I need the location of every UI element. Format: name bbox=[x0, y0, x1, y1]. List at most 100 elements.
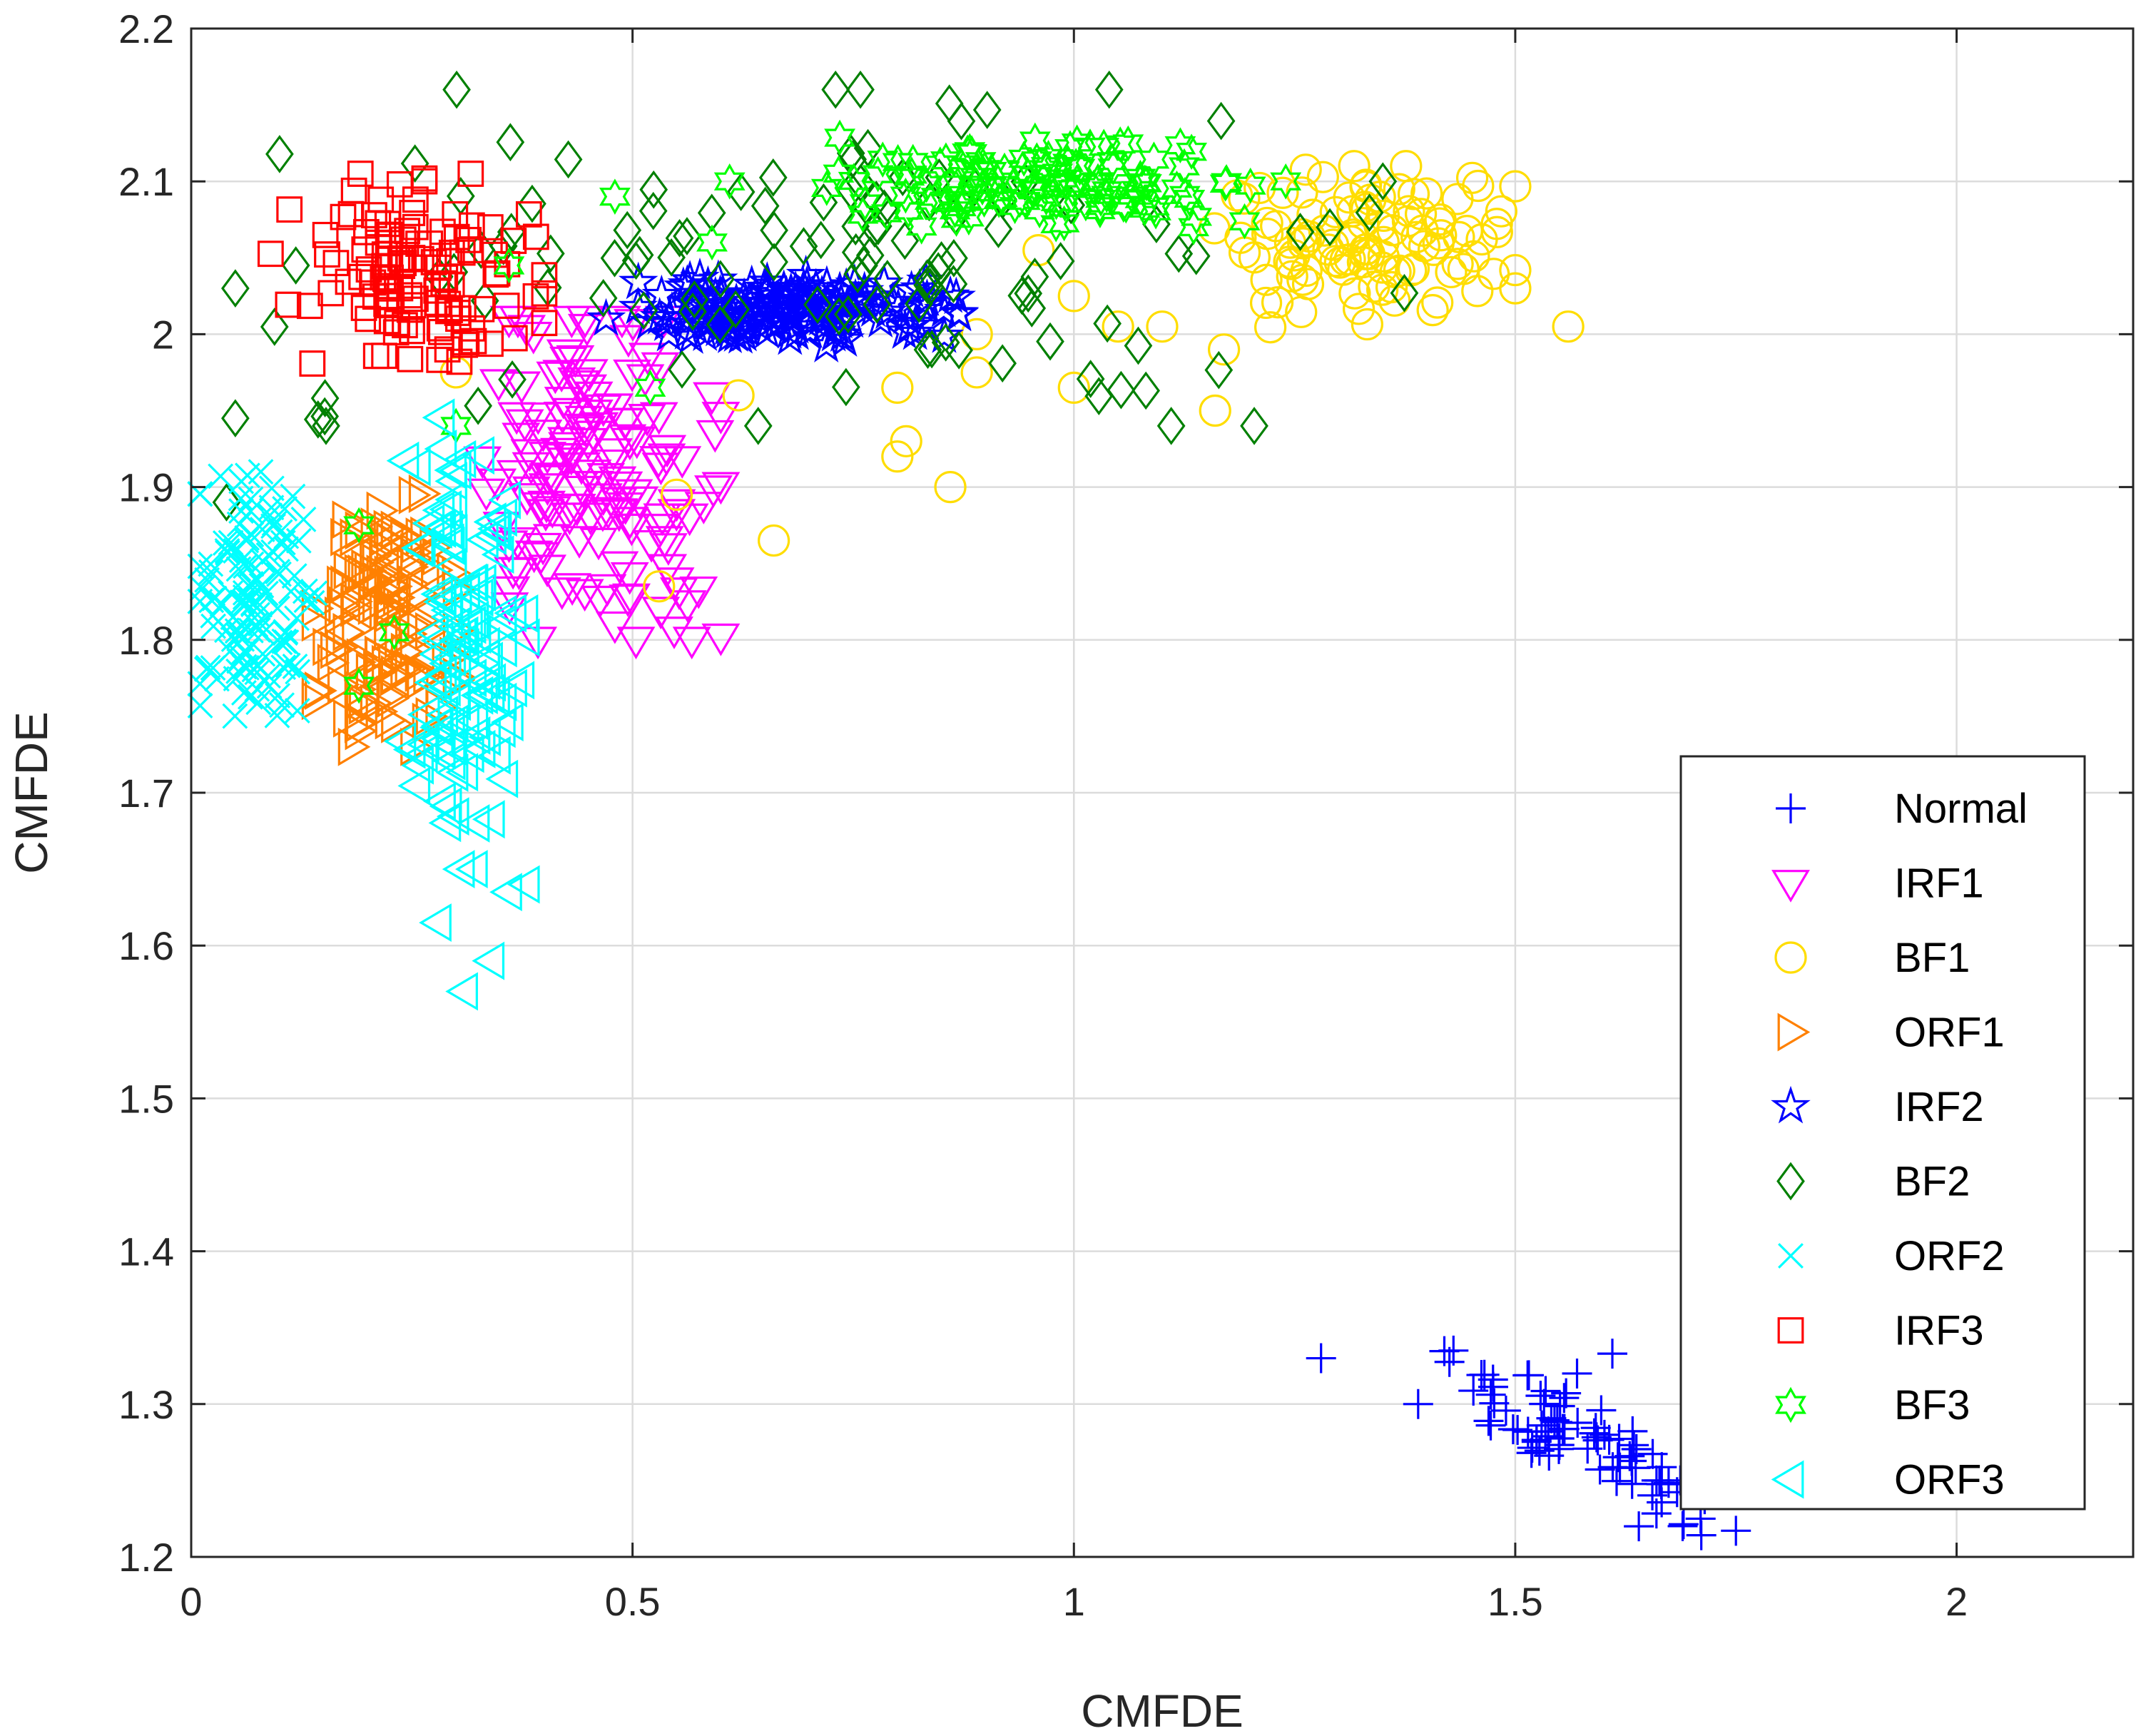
data-point bbox=[1552, 310, 1585, 343]
data-point bbox=[713, 163, 746, 200]
data-point bbox=[189, 575, 215, 601]
data-point bbox=[479, 369, 518, 402]
data-point bbox=[1624, 1511, 1654, 1542]
data-point bbox=[532, 524, 571, 557]
data-point bbox=[639, 446, 678, 479]
data-point bbox=[546, 339, 585, 372]
data-point bbox=[890, 177, 922, 214]
data-point bbox=[477, 509, 510, 549]
data-point bbox=[351, 236, 378, 263]
data-point bbox=[594, 438, 633, 471]
data-point bbox=[522, 223, 549, 250]
data-point bbox=[515, 201, 542, 228]
data-point bbox=[342, 609, 375, 649]
data-point bbox=[595, 611, 634, 644]
data-point bbox=[1291, 268, 1325, 300]
data-point bbox=[350, 295, 377, 321]
data-point bbox=[1024, 192, 1055, 229]
data-point bbox=[270, 654, 297, 681]
data-point bbox=[905, 208, 937, 245]
x-tick-label: 1.5 bbox=[1487, 1579, 1543, 1624]
data-point bbox=[1586, 1395, 1617, 1426]
legend-entry-normal: Normal bbox=[1776, 786, 2028, 832]
data-point bbox=[684, 492, 723, 524]
y-tick-label: 1.6 bbox=[118, 923, 174, 968]
data-point bbox=[1052, 144, 1084, 181]
data-point bbox=[533, 465, 572, 498]
data-point bbox=[324, 596, 357, 635]
legend-entry-bf2: BF2 bbox=[1776, 1159, 1970, 1205]
data-point bbox=[1124, 326, 1153, 365]
data-point bbox=[916, 268, 945, 306]
data-point bbox=[620, 486, 659, 519]
data-point bbox=[627, 404, 666, 437]
data-point bbox=[1040, 183, 1072, 220]
data-point bbox=[574, 381, 614, 415]
data-point bbox=[478, 736, 511, 775]
data-point bbox=[267, 629, 293, 656]
data-point bbox=[278, 578, 304, 604]
data-point bbox=[657, 489, 696, 522]
data-point bbox=[1092, 172, 1123, 209]
data-point bbox=[507, 315, 546, 348]
data-point bbox=[310, 379, 340, 417]
data-point bbox=[613, 210, 642, 250]
data-point bbox=[1276, 260, 1308, 293]
data-point bbox=[552, 305, 591, 339]
data-point bbox=[378, 614, 410, 651]
data-point bbox=[1443, 220, 1475, 253]
data-point bbox=[518, 184, 546, 223]
data-point bbox=[1499, 272, 1532, 305]
data-point bbox=[423, 509, 457, 548]
legend-entry-bf3: BF3 bbox=[1775, 1382, 1970, 1428]
data-point bbox=[716, 302, 756, 340]
legend-marker bbox=[1774, 941, 1807, 974]
data-point bbox=[477, 330, 504, 357]
data-point bbox=[360, 684, 393, 723]
data-point bbox=[366, 554, 400, 594]
x-axis-label: CMFDE bbox=[1081, 1685, 1244, 1736]
data-point bbox=[497, 402, 536, 435]
data-point bbox=[340, 177, 367, 204]
data-point bbox=[429, 218, 456, 245]
x-tick-label: 0 bbox=[180, 1579, 202, 1624]
data-point bbox=[457, 161, 484, 187]
data-point bbox=[361, 202, 387, 228]
legend-label: ORF3 bbox=[1894, 1457, 2005, 1503]
y-tick-label: 2.2 bbox=[118, 6, 174, 51]
data-point bbox=[589, 279, 618, 318]
data-point bbox=[489, 305, 529, 339]
data-point bbox=[1408, 230, 1440, 263]
data-point bbox=[1336, 195, 1369, 228]
legend-label: IRF1 bbox=[1894, 861, 1984, 907]
data-point bbox=[1562, 1358, 1592, 1389]
data-point bbox=[862, 156, 894, 193]
data-point bbox=[1534, 1441, 1565, 1471]
data-point bbox=[443, 223, 470, 250]
data-point bbox=[1549, 1413, 1580, 1444]
data-point bbox=[481, 535, 514, 574]
data-point bbox=[890, 425, 922, 457]
data-point bbox=[1383, 254, 1415, 287]
data-point bbox=[500, 228, 527, 254]
data-point bbox=[1254, 311, 1287, 344]
data-point bbox=[1475, 1379, 1506, 1410]
data-point bbox=[657, 238, 686, 277]
data-point bbox=[806, 220, 835, 260]
data-point bbox=[566, 416, 606, 449]
data-point bbox=[221, 399, 250, 438]
data-point bbox=[965, 143, 997, 180]
data-point bbox=[1485, 195, 1517, 228]
data-point bbox=[693, 475, 733, 508]
data-point bbox=[390, 226, 417, 253]
data-point bbox=[370, 264, 397, 291]
data-point bbox=[629, 291, 658, 330]
data-point bbox=[460, 328, 487, 355]
data-point bbox=[434, 547, 467, 586]
data-point bbox=[276, 196, 303, 223]
data-point bbox=[632, 529, 671, 563]
data-point bbox=[228, 620, 254, 646]
data-point bbox=[218, 580, 243, 606]
data-point bbox=[693, 382, 731, 415]
data-point bbox=[1637, 1480, 1668, 1511]
